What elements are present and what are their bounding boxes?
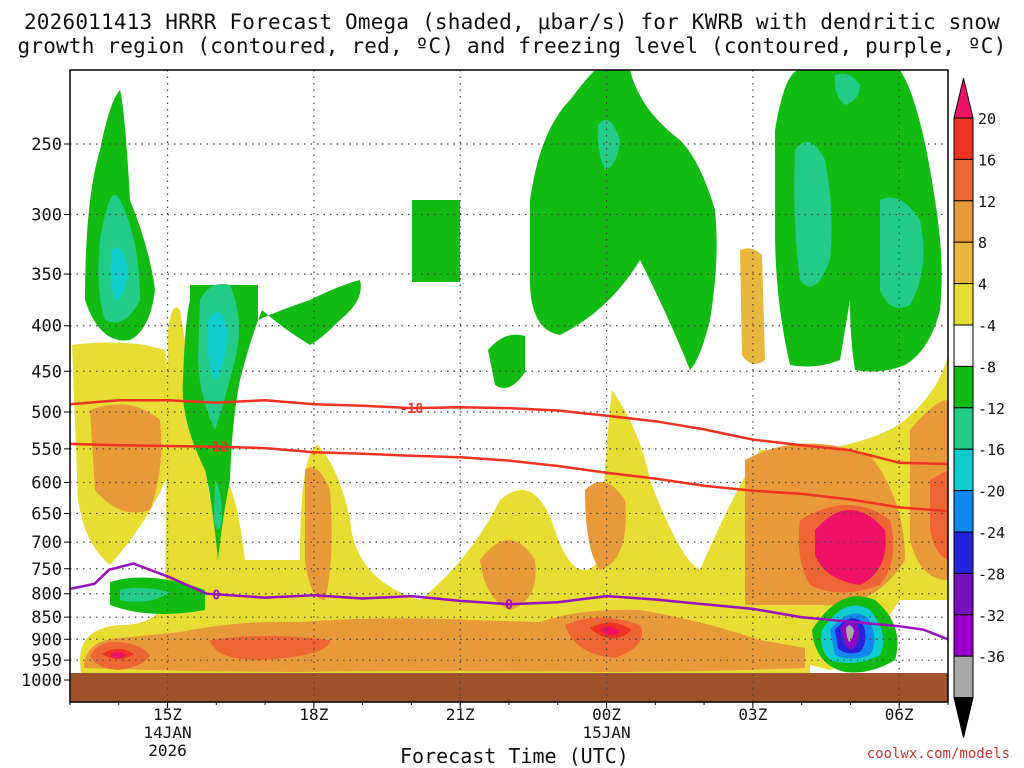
ground-band <box>70 673 948 702</box>
y-tick-label: 1000 <box>21 671 62 691</box>
colorbar-label: -8 <box>978 358 996 376</box>
y-tick-label: 900 <box>31 630 62 650</box>
colorbar-label: -16 <box>978 441 1005 459</box>
x-tick-label: 15Z <box>153 705 182 724</box>
x-tick-label: 03Z <box>738 705 767 724</box>
chart-title-line2: growth region (contoured, red, ºC) and f… <box>17 34 1007 58</box>
x-tick-label: 21Z <box>446 705 475 724</box>
chart-title-line1: 2026011413 HRRR Forecast Omega (shaded, … <box>23 10 1001 34</box>
downward-motion-region <box>488 334 525 389</box>
x-tick-date-label: 15JAN <box>582 723 630 742</box>
isotherm-lines <box>70 398 948 641</box>
colorbar-bottom-arrow <box>953 697 974 738</box>
x-tick-label: 00Z <box>592 705 621 724</box>
y-tick-label: 650 <box>31 504 62 524</box>
colorbar-bin <box>953 365 974 409</box>
upward-motion-region <box>480 540 536 610</box>
colorbar-bin <box>953 490 974 533</box>
y-tick-label: 450 <box>31 362 62 382</box>
y-tick-label: 950 <box>31 651 62 671</box>
downward-motion-region <box>846 625 854 642</box>
colorbar-bin <box>953 448 974 492</box>
y-tick-label: 400 <box>31 317 62 337</box>
colorbar-bin <box>953 614 974 657</box>
y-tick-label: 700 <box>31 533 62 553</box>
x-tick-date-label: 2026 <box>148 741 187 760</box>
colorbar-label: 4 <box>978 276 987 294</box>
isotherm--12 <box>70 442 948 513</box>
omega-shading <box>70 70 948 702</box>
downward-motion-region <box>530 70 717 370</box>
upward-motion-region <box>305 467 332 600</box>
colorbar-label: -32 <box>978 607 1005 625</box>
colorbar-bin <box>953 200 974 243</box>
x-tick-label: 06Z <box>885 705 914 724</box>
colorbar-bin <box>953 531 974 574</box>
colorbar-bin <box>953 158 974 202</box>
gridlines <box>70 70 948 702</box>
colorbar-label: -36 <box>978 648 1005 666</box>
y-tick-label: 350 <box>31 265 62 285</box>
colorbar-label: -4 <box>978 317 996 335</box>
colorbar: 20 16 12 8 4 -4 -8 -12 -16 -20 -24 -28 -32 -36 <box>953 77 1005 738</box>
y-axis: 2503003504004505005506006507007508008509… <box>21 135 70 691</box>
colorbar-bin <box>953 283 974 326</box>
upward-motion-region <box>90 404 162 513</box>
y-tick-label: 850 <box>31 608 62 628</box>
isotherm-label: 0 <box>212 588 220 603</box>
omega-positive-regions <box>72 248 948 690</box>
y-tick-label: 750 <box>31 560 62 580</box>
colorbar-label: 8 <box>978 234 987 252</box>
isotherm-label: -18 <box>400 402 424 417</box>
upward-motion-region <box>600 626 620 636</box>
x-tick-label: 18Z <box>299 705 328 724</box>
downward-motion-region <box>794 142 832 287</box>
downward-motion-region <box>214 480 222 530</box>
colorbar-label: -20 <box>978 483 1005 501</box>
colorbar-label: 16 <box>978 151 996 169</box>
isotherm-label: 0 <box>505 598 513 613</box>
upward-motion-region <box>815 510 886 585</box>
upward-motion-region <box>210 636 330 660</box>
x-tick-date-label: 14JAN <box>143 723 191 742</box>
y-tick-label: 500 <box>31 403 62 423</box>
downward-motion-region <box>120 587 170 602</box>
y-tick-label: 550 <box>31 440 62 460</box>
upward-motion-region <box>585 482 626 570</box>
downward-motion-region <box>834 73 860 105</box>
colorbar-label: 20 <box>978 110 996 128</box>
y-tick-label: 600 <box>31 473 62 493</box>
y-tick-label: 250 <box>31 135 62 155</box>
y-tick-label: 800 <box>31 585 62 605</box>
colorbar-bin <box>953 572 974 616</box>
colorbar-bin <box>953 117 974 160</box>
downward-motion-region <box>207 312 228 380</box>
colorbar-label: -24 <box>978 524 1005 542</box>
downward-motion-region <box>412 200 460 282</box>
isotherm-label: -12 <box>205 441 228 456</box>
colorbar-bin <box>953 655 974 699</box>
upward-motion-region <box>740 248 765 364</box>
colorbar-bin <box>953 241 974 285</box>
colorbar-label: -12 <box>978 400 1005 418</box>
downward-motion-region <box>880 197 924 308</box>
downward-motion-region <box>597 120 620 170</box>
site-credit[interactable]: coolwx.com/models <box>866 746 1010 762</box>
colorbar-bin <box>953 324 974 367</box>
colorbar-label: -28 <box>978 565 1005 583</box>
y-tick-label: 300 <box>31 205 62 225</box>
upward-motion-region <box>80 307 948 690</box>
colorbar-bin <box>953 407 974 450</box>
colorbar-top-arrow <box>953 77 974 119</box>
isotherm-labels: -18 -12 0 0 <box>205 402 513 613</box>
downward-motion-region <box>110 247 128 300</box>
x-axis-title: Forecast Time (UTC) <box>400 744 629 768</box>
upward-motion-region <box>110 651 126 659</box>
isotherm-0 <box>70 562 948 641</box>
colorbar-label: 12 <box>978 193 996 211</box>
upward-motion-region <box>930 470 948 560</box>
isotherm--18 <box>70 398 948 466</box>
